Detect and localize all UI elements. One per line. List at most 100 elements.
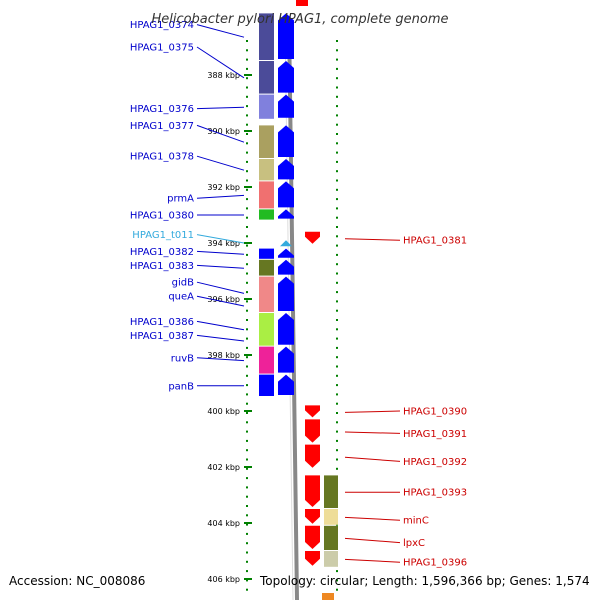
guide-dot — [336, 77, 338, 80]
guide-dot — [246, 133, 248, 135]
genome-summary: Topology: circular; Length: 1,596,366 bp… — [260, 574, 590, 588]
forward-gene-arrow — [278, 209, 294, 219]
guide-dot — [246, 281, 248, 284]
leader-line — [344, 537, 401, 544]
guide-dot — [246, 384, 248, 387]
gene-color-block — [259, 125, 274, 158]
tick-label: 388 kbp — [207, 71, 240, 80]
forward-gene-arrow — [278, 159, 294, 180]
guide-dot — [336, 458, 338, 461]
guide-dot — [336, 393, 338, 396]
leader-line — [196, 320, 245, 331]
forward-gene-arrow — [278, 346, 294, 373]
guide-dot — [336, 384, 338, 387]
forward-gene-arrow — [278, 94, 294, 118]
guide-dot — [246, 160, 248, 163]
gene-color-block — [259, 346, 274, 374]
gene-label[interactable]: HPAG1_0381 — [403, 236, 467, 247]
tick-label: 394 kbp — [207, 239, 240, 248]
gene-label[interactable]: HPAG1_0374 — [130, 20, 194, 31]
leader-line — [344, 456, 401, 462]
guide-dot — [336, 412, 338, 414]
gene-color-block — [324, 509, 338, 525]
guide-dot — [336, 235, 338, 238]
gene-label[interactable]: HPAG1_0380 — [130, 211, 194, 222]
gene-label[interactable]: lpxC — [403, 538, 425, 549]
guide-dot — [336, 207, 338, 210]
gene-label[interactable]: HPAG1_0375 — [130, 43, 194, 54]
gene-color-block — [259, 299, 274, 312]
tick-label: 390 kbp — [207, 127, 240, 136]
gene-label[interactable]: HPAG1_0378 — [130, 152, 194, 163]
guide-dot — [246, 514, 248, 517]
guide-dot — [246, 346, 248, 349]
guide-dot — [246, 77, 248, 80]
gene-label[interactable]: gidB — [172, 278, 194, 289]
guide-dot — [246, 467, 248, 470]
guide-dot — [336, 570, 338, 573]
guide-dot — [246, 95, 248, 98]
guide-dot — [336, 346, 338, 349]
gene-label[interactable]: HPAG1_0377 — [130, 121, 194, 132]
forward-gene-arrow — [278, 259, 294, 275]
leader-line — [196, 264, 245, 269]
guide-dot — [246, 421, 248, 424]
gene-label[interactable]: HPAG1_0376 — [130, 104, 194, 115]
map-title: Helicobacter pylori HPAG1, complete geno… — [151, 12, 448, 27]
guide-dot — [336, 337, 338, 340]
guide-dot — [246, 253, 248, 256]
guide-dot — [336, 86, 338, 89]
guide-dot — [246, 207, 248, 210]
leader-line — [196, 295, 245, 307]
gene-label[interactable]: ruvB — [171, 353, 194, 364]
gene-label[interactable]: prmA — [167, 194, 194, 205]
gene-label[interactable]: minC — [403, 516, 429, 527]
gene-label[interactable]: HPAG1_0391 — [403, 429, 467, 440]
reverse-gene-arrow — [305, 231, 320, 244]
guide-dot — [246, 216, 248, 219]
forward-gene-arrow — [278, 299, 294, 311]
guide-dot — [246, 579, 248, 582]
gene-label[interactable]: HPAG1_0386 — [130, 317, 194, 328]
gene-color-block — [259, 181, 274, 209]
forward-gene-arrow — [278, 181, 294, 208]
guide-dot — [246, 319, 248, 321]
guide-dot — [246, 114, 248, 117]
guide-dot — [336, 216, 338, 219]
gene-label[interactable]: queA — [168, 292, 194, 303]
gene-label[interactable]: HPAG1_0383 — [130, 261, 194, 272]
gene-color-block — [259, 94, 274, 119]
left-gene-labels: HPAG1_0374 HPAG1_0375 HPAG1_0376 HPAG1_0377… — [130, 20, 245, 392]
gene-label[interactable]: panB — [168, 381, 194, 392]
guide-dot — [246, 430, 248, 433]
clipped-gene-block — [322, 593, 334, 600]
guide-dot — [336, 272, 338, 275]
gene-color-block — [324, 475, 338, 508]
gene-label[interactable]: HPAG1_0390 — [403, 407, 467, 418]
guide-dot — [246, 198, 248, 201]
guide-dot — [336, 67, 338, 70]
guide-dot — [246, 449, 248, 452]
leader-line — [196, 234, 245, 244]
gene-color-block — [259, 374, 274, 396]
guide-dot — [246, 523, 248, 526]
gene-label[interactable]: HPAG1_0382 — [130, 247, 194, 258]
gene-color-block — [259, 61, 274, 94]
guide-dot — [336, 244, 338, 247]
gene-label[interactable]: HPAG1_0392 — [403, 457, 467, 468]
guide-dot — [336, 40, 338, 42]
guide-dot — [336, 309, 338, 312]
gene-color-block — [324, 525, 338, 550]
gene-label[interactable]: HPAG1_0396 — [403, 558, 467, 569]
guide-dot — [336, 421, 338, 424]
guide-dot — [246, 588, 248, 591]
reverse-gene-arrow — [305, 444, 320, 468]
gene-label[interactable]: HPAG1_0393 — [403, 488, 467, 499]
tick-label: 396 kbp — [207, 295, 240, 304]
gene-label[interactable]: HPAG1_t011 — [132, 230, 194, 241]
guide-dot — [246, 328, 248, 331]
right-gene-labels: HPAG1_0381 HPAG1_0390 HPAG1_0391 HPAG1_0392… — [344, 236, 467, 569]
guide-dot — [246, 179, 248, 182]
gene-label[interactable]: HPAG1_0387 — [130, 331, 194, 342]
forward-gene-arrow — [278, 335, 294, 345]
